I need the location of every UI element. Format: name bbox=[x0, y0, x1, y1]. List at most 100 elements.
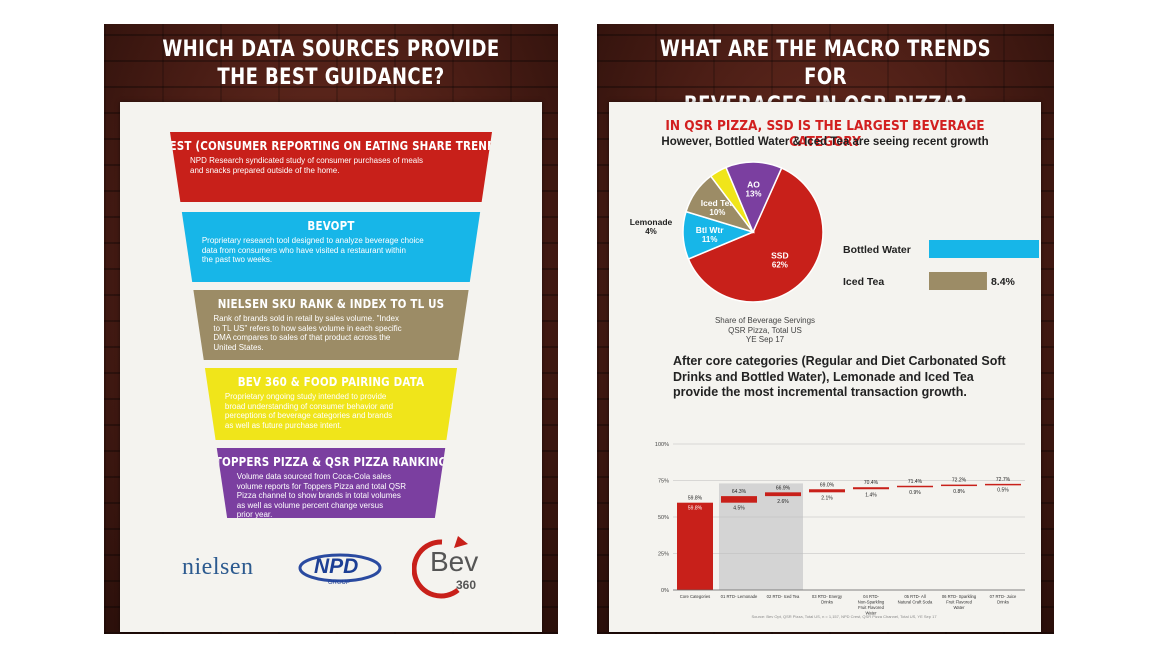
y-tick-label: 100% bbox=[655, 442, 669, 448]
left-slide: WHICH DATA SOURCES PROVIDE THE BEST GUID… bbox=[104, 24, 558, 634]
cumulative-label: 71.4% bbox=[908, 479, 923, 485]
increment-label: 59.8% bbox=[688, 506, 703, 512]
increment-label: 0.8% bbox=[953, 489, 965, 495]
x-category-label: Fruit Flavored bbox=[946, 600, 973, 605]
left-slide-title: WHICH DATA SOURCES PROVIDE THE BEST GUID… bbox=[162, 37, 500, 90]
pie-value-label: 13% bbox=[746, 190, 762, 199]
pie-label: Iced Tea bbox=[701, 198, 735, 208]
pie-label: AO bbox=[747, 180, 760, 190]
description-line: NPD Research syndicated study of consume… bbox=[190, 156, 423, 165]
description-line: and snacks prepared outside of the home. bbox=[190, 165, 340, 175]
x-category-label: Non-Sparkling bbox=[858, 600, 885, 605]
description-line: Proprietary ongoing study intended to pr… bbox=[224, 392, 387, 401]
pie-value-label: 11% bbox=[702, 235, 718, 244]
funnel-band-description: NPD Research syndicated study of consume… bbox=[190, 156, 472, 175]
waterfall-bar bbox=[941, 484, 977, 487]
cumulative-label: 72.7% bbox=[996, 477, 1011, 483]
funnel-band-2: BEVOPT Proprietary research tool designed… bbox=[181, 212, 481, 282]
growth-bar-category: Iced Tea bbox=[843, 276, 884, 288]
description-line: broad understanding of consumer behavior… bbox=[224, 401, 394, 411]
description-line: as well as volume percent change versus bbox=[236, 500, 384, 510]
description-line: volume reports for Toppers Pizza and tot… bbox=[236, 481, 407, 491]
waterfall-bar bbox=[853, 487, 889, 490]
funnel-band-4: BEV 360 & FOOD PAIRING DATA Proprietary o… bbox=[204, 368, 458, 440]
description-line: Pizza channel to show brands in total vo… bbox=[236, 491, 401, 500]
x-category-label: 02 RTD- Iced Tea bbox=[767, 594, 800, 599]
cumulative-label: 69.0% bbox=[820, 482, 835, 488]
description-line: United States. bbox=[213, 342, 264, 352]
funnel-band-description: Proprietary ongoing study intended to pr… bbox=[225, 392, 437, 430]
funnel-band-description: Volume data sourced from Coca-Cola sales… bbox=[236, 472, 425, 518]
pie-slice-ssd bbox=[687, 167, 824, 303]
bev360-logo: Bev 360 bbox=[412, 536, 494, 600]
x-category-label: 01 RTD- Lemonade bbox=[721, 594, 758, 599]
description-line: Proprietary research tool designed to an… bbox=[201, 236, 424, 245]
description-line: data from consumers who have visited a r… bbox=[201, 245, 406, 255]
x-category-label: 04 RTD- bbox=[863, 594, 879, 599]
waterfall-bar bbox=[721, 496, 757, 503]
cumulative-label: 66.9% bbox=[776, 485, 791, 491]
waterfall-bar bbox=[677, 502, 713, 590]
npd-group-logo: NPD GROUP bbox=[298, 552, 382, 592]
description-line: as well as future purchase intent. bbox=[224, 420, 342, 430]
waterfall-bar bbox=[985, 483, 1021, 486]
pie-slice-ao bbox=[725, 161, 783, 234]
increment-label: 0.9% bbox=[909, 490, 921, 496]
increment-label: 2.6% bbox=[777, 499, 789, 505]
description-line: Rank of brands sold in retail by sales v… bbox=[213, 314, 399, 323]
x-category-label: Drinks bbox=[821, 600, 833, 605]
x-category-label: Water bbox=[865, 611, 877, 616]
funnel-band-title: BEV 360 & FOOD PAIRING DATA bbox=[237, 375, 425, 389]
y-tick-label: 50% bbox=[658, 515, 669, 521]
x-category-label: Water bbox=[953, 605, 965, 610]
growth-bar bbox=[929, 240, 1039, 258]
x-category-label: 07 RTD- Juice bbox=[990, 594, 1017, 599]
left-paper: CREST (CONSUMER REPORTING ON EATING SHAR… bbox=[120, 102, 542, 632]
increment-label: 0.5% bbox=[997, 488, 1009, 494]
cumulative-label: 72.2% bbox=[952, 478, 967, 484]
description-line: the past two weeks. bbox=[201, 255, 273, 264]
waterfall-bar bbox=[765, 492, 801, 497]
x-category-label: Drinks bbox=[997, 600, 1009, 605]
source-note: Source: Bev Opt, QSR Pizza, Total US, n … bbox=[751, 614, 937, 619]
growth-bar-value: 8.4% bbox=[991, 276, 1016, 288]
x-category-label: 03 RTD- Energy bbox=[812, 594, 843, 599]
right-paper: IN QSR PIZZA, SSD IS THE LARGEST BEVERAG… bbox=[609, 102, 1041, 632]
growth-bar bbox=[929, 272, 987, 290]
cumulative-label: 70.4% bbox=[864, 480, 879, 486]
cumulative-label: 64.3% bbox=[732, 489, 747, 495]
y-tick-label: 25% bbox=[658, 552, 669, 558]
growth-bar-category: Bottled Water bbox=[843, 244, 911, 256]
increment-label: 4.5% bbox=[733, 506, 745, 512]
funnel-band-title: BEVOPT bbox=[307, 219, 355, 233]
description-line: DMA compares to sales of that product ac… bbox=[213, 333, 391, 342]
funnel-band-3: NIELSEN SKU RANK & INDEX TO TL US Rank of… bbox=[193, 290, 469, 360]
y-tick-label: 75% bbox=[658, 479, 669, 485]
funnel-band-5: TOPPERS PIZZA & QSR PIZZA RANKING Volume … bbox=[216, 448, 446, 518]
x-category-label: Natural Craft Soda bbox=[898, 600, 933, 605]
x-category-label: Core Categories bbox=[680, 594, 711, 599]
pie-label: SSD bbox=[771, 251, 788, 261]
waterfall-bar bbox=[809, 489, 845, 493]
x-category-label: Fruit Flavored bbox=[858, 605, 885, 610]
description-line: to TL US" refers to how sales volume in … bbox=[213, 323, 402, 333]
logo-row: nielsen NPD GROUP Bev 360 bbox=[120, 536, 542, 622]
waterfall-bar bbox=[897, 485, 933, 488]
funnel-band-description: Proprietary research tool designed to an… bbox=[202, 236, 460, 265]
increment-label: 1.4% bbox=[865, 492, 877, 498]
funnel-band-title: NIELSEN SKU RANK & INDEX TO TL US bbox=[217, 297, 445, 311]
increment-label: 2.1% bbox=[821, 495, 833, 501]
pie-label: Lemonade bbox=[630, 217, 673, 227]
x-category-label: 05 RTD- All bbox=[904, 594, 925, 599]
x-category-label: 06 RTD- Sparkling bbox=[942, 594, 977, 599]
description-line: Volume data sourced from Coca-Cola sales bbox=[236, 472, 392, 481]
pie-label: Btl Wtr bbox=[696, 225, 725, 235]
cumulative-label: 59.8% bbox=[688, 496, 703, 502]
pie-caption: Share of Beverage Servings QSR Pizza, To… bbox=[714, 316, 816, 344]
pie-value-label: 62% bbox=[772, 261, 788, 270]
y-tick-label: 0% bbox=[661, 588, 669, 594]
right-slide: WHAT ARE THE MACRO TRENDS FOR BEVERAGES … bbox=[597, 24, 1054, 634]
nielsen-logo: nielsen bbox=[182, 554, 254, 580]
